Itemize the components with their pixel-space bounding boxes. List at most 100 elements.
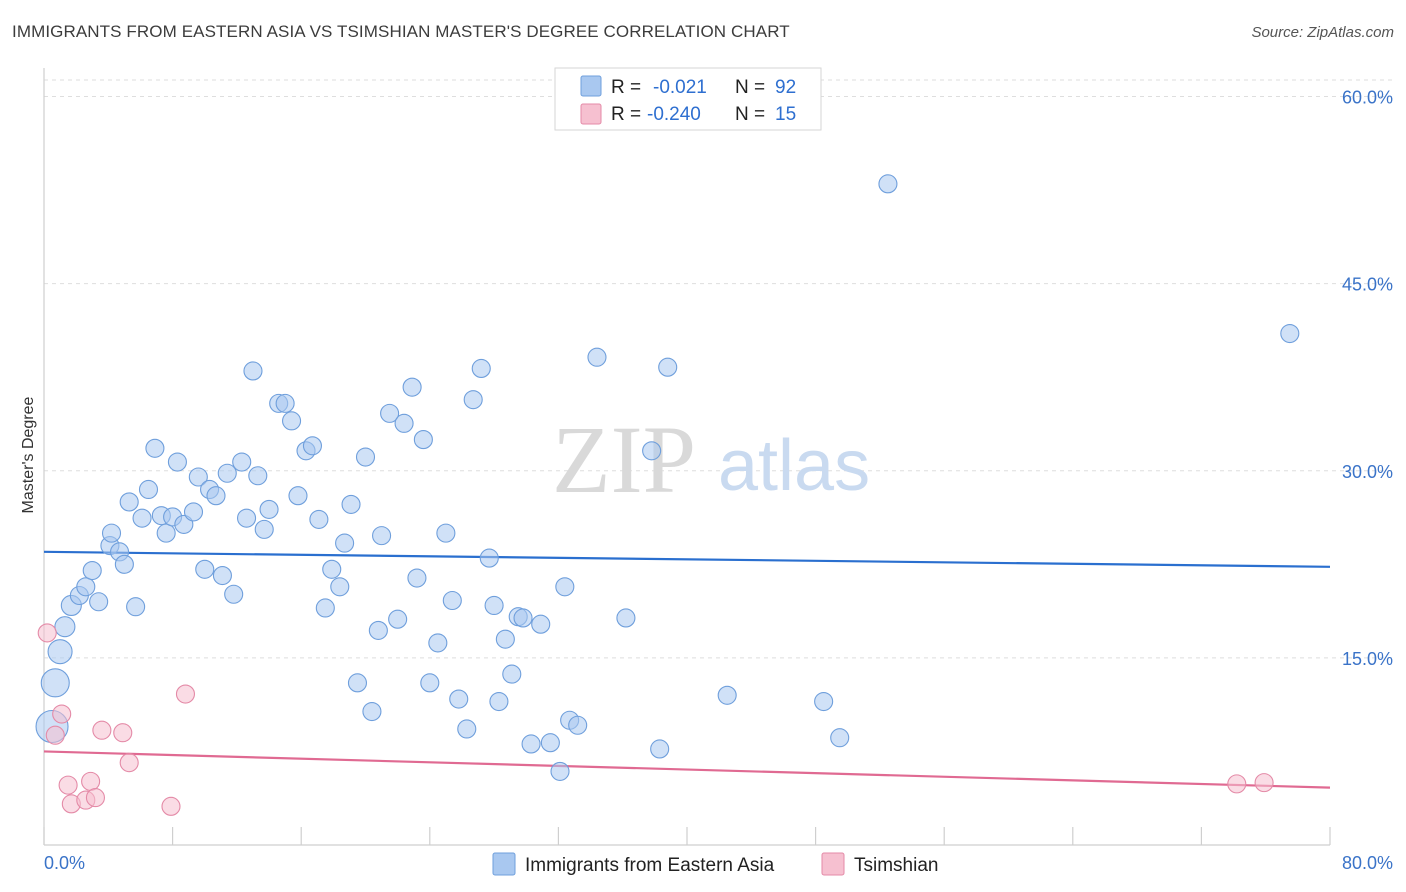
point-eastern-asia (368, 620, 388, 640)
point-eastern-asia (513, 608, 533, 628)
legend-bottom: Immigrants from Eastern Asia Tsimshian (492, 852, 938, 876)
point-tsimshian (1254, 773, 1274, 793)
legend-n-label-tsimshian: N = (735, 104, 765, 125)
y-tick-label: 45.0% (1342, 275, 1393, 295)
point-eastern-asia (126, 597, 146, 617)
legend-r-value-eastern-asia: -0.021 (653, 77, 707, 98)
point-eastern-asia (183, 502, 204, 522)
point-eastern-asia (330, 577, 350, 597)
point-eastern-asia (167, 452, 187, 472)
legend-n-value-tsimshian: 15 (775, 104, 796, 125)
point-eastern-asia (288, 486, 308, 506)
point-eastern-asia (650, 739, 670, 759)
point-tsimshian (119, 753, 139, 773)
point-eastern-asia (138, 479, 159, 500)
point-eastern-asia (394, 413, 414, 433)
point-eastern-asia (471, 358, 491, 379)
bottom-legend-label-tsimshian: Tsimshian (854, 855, 938, 876)
point-eastern-asia (540, 733, 560, 753)
point-eastern-asia (658, 357, 678, 377)
point-eastern-asia (224, 584, 244, 604)
point-eastern-asia (495, 629, 515, 649)
point-eastern-asia (814, 691, 834, 712)
x-tick-label-min: 0.0% (44, 853, 85, 873)
legend-top: R = -0.021 N = 92 R = -0.240 N = 15 (554, 67, 822, 131)
watermark-atlas: atlas (718, 426, 870, 506)
point-eastern-asia (89, 592, 109, 612)
y-tick-label: 30.0% (1342, 462, 1393, 482)
point-tsimshian (1227, 774, 1247, 794)
point-eastern-asia (489, 691, 509, 712)
point-eastern-asia (521, 734, 541, 754)
point-tsimshian (37, 623, 57, 643)
legend-n-label-eastern-asia: N = (735, 77, 765, 98)
point-eastern-asia (616, 608, 636, 628)
point-eastern-asia (275, 393, 295, 413)
point-eastern-asia (420, 673, 440, 693)
point-eastern-asia (302, 436, 323, 456)
legend-swatch-tsimshian (580, 103, 602, 125)
point-eastern-asia (502, 664, 522, 684)
point-eastern-asia (76, 577, 96, 597)
point-eastern-asia (195, 559, 215, 579)
point-eastern-asia (531, 614, 551, 634)
point-tsimshian (113, 723, 133, 743)
point-eastern-asia (248, 466, 268, 486)
source-label: Source: ZipAtlas.com (1251, 24, 1394, 41)
point-eastern-asia (347, 673, 368, 693)
point-eastern-asia (463, 390, 483, 410)
point-tsimshian (161, 796, 181, 816)
data-points (35, 174, 1300, 816)
point-eastern-asia (40, 668, 70, 698)
point-eastern-asia (587, 347, 607, 367)
point-eastern-asia (878, 174, 898, 194)
legend-r-label-eastern-asia: R = (611, 77, 641, 98)
point-tsimshian (58, 775, 78, 795)
point-eastern-asia (243, 361, 263, 381)
point-tsimshian (85, 788, 105, 808)
legend-swatch-eastern-asia (580, 75, 602, 97)
point-eastern-asia (642, 441, 662, 461)
point-eastern-asia (484, 595, 504, 616)
point-eastern-asia (54, 616, 76, 638)
point-tsimshian (81, 771, 101, 791)
legend-r-label-tsimshian: R = (611, 104, 641, 125)
point-eastern-asia (82, 560, 102, 581)
point-eastern-asia (355, 447, 376, 467)
point-eastern-asia (119, 492, 139, 512)
legend-n-value-eastern-asia: 92 (775, 77, 796, 98)
point-eastern-asia (568, 715, 588, 735)
chart-title: IMMIGRANTS FROM EASTERN ASIA VS TSIMSHIA… (12, 22, 790, 41)
y-tick-label: 60.0% (1342, 88, 1393, 108)
point-tsimshian (52, 704, 72, 724)
point-eastern-asia (380, 403, 400, 423)
point-eastern-asia (362, 701, 382, 722)
point-eastern-asia (232, 452, 252, 472)
x-tick-label-max: 80.0% (1342, 853, 1393, 873)
point-eastern-asia (457, 719, 477, 739)
trend-line-eastern-asia (43, 550, 1331, 568)
point-eastern-asia (282, 411, 302, 431)
point-eastern-asia (372, 526, 392, 546)
y-axis-label: Master's Degree (20, 396, 37, 513)
legend-r-value-tsimshian: -0.240 (647, 104, 701, 125)
point-eastern-asia (132, 508, 152, 528)
point-tsimshian (175, 684, 196, 704)
point-eastern-asia (101, 523, 122, 543)
point-eastern-asia (550, 761, 570, 781)
point-eastern-asia (449, 689, 469, 709)
point-eastern-asia (388, 609, 408, 629)
point-eastern-asia (402, 377, 422, 397)
point-eastern-asia (315, 598, 335, 618)
point-eastern-asia (259, 499, 279, 519)
point-eastern-asia (479, 548, 499, 568)
point-eastern-asia (341, 494, 361, 514)
point-eastern-asia (1280, 323, 1300, 344)
point-eastern-asia (47, 639, 73, 665)
y-tick-label: 15.0% (1342, 649, 1393, 669)
bottom-legend-label-eastern-asia: Immigrants from Eastern Asia (525, 855, 775, 876)
point-eastern-asia (212, 565, 232, 586)
point-eastern-asia (156, 523, 176, 543)
y-tick-labels: 15.0% 30.0% 45.0% 60.0% (1342, 88, 1393, 669)
point-eastern-asia (188, 467, 208, 487)
